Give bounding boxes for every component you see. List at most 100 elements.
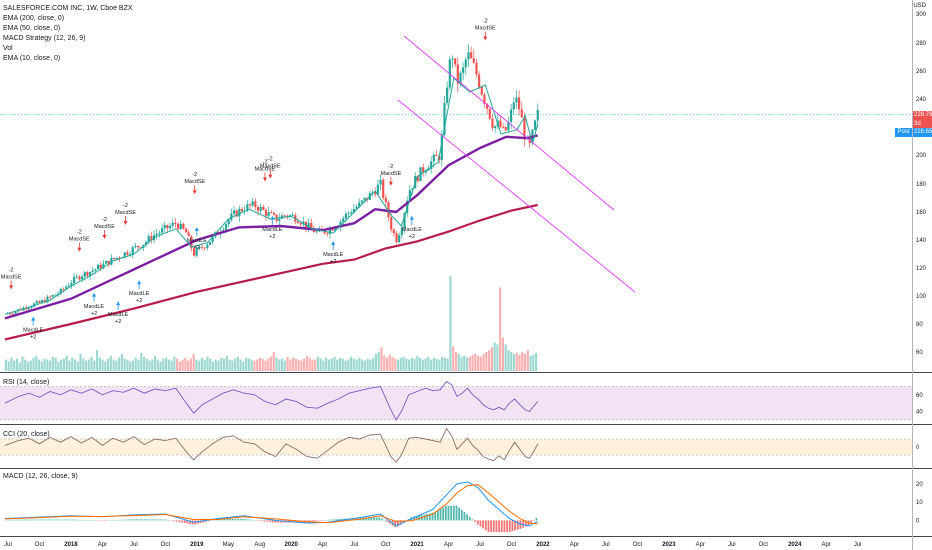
rsi-tick-label: 40 bbox=[916, 410, 923, 416]
macd-histogram-bar bbox=[226, 518, 229, 521]
time-tick-label: Aug bbox=[254, 542, 265, 548]
time-tick-label: 2023 bbox=[662, 542, 676, 548]
volume-bar bbox=[499, 287, 502, 371]
short-signal-arrow bbox=[388, 181, 393, 186]
price-tick-label: 100 bbox=[916, 294, 927, 300]
rsi-pane-label[interactable]: RSI (14, close) bbox=[3, 379, 50, 386]
macd-histogram-bar bbox=[181, 520, 183, 523]
macd-histogram-bar bbox=[354, 518, 357, 521]
macd-histogram-bar bbox=[15, 519, 18, 521]
candle-body bbox=[94, 269, 97, 271]
macd-histogram-bar bbox=[71, 519, 74, 521]
candle-body bbox=[89, 271, 92, 276]
macd-histogram-bar bbox=[412, 516, 415, 521]
macd-histogram-bar bbox=[311, 520, 314, 522]
candle-body bbox=[512, 102, 515, 110]
macd-histogram-bar bbox=[426, 514, 429, 521]
macd-histogram-bar bbox=[495, 520, 498, 533]
cci-line bbox=[4, 427, 539, 463]
price-tick-label: 180 bbox=[916, 182, 927, 188]
volume-bar bbox=[441, 356, 444, 371]
macd-histogram-bar bbox=[378, 517, 381, 521]
post-market-tag: Post bbox=[895, 128, 912, 137]
volume-bar bbox=[269, 356, 273, 371]
trend-channel-upper[interactable] bbox=[403, 35, 615, 211]
macd-histogram-bar bbox=[335, 519, 338, 521]
macd-histogram-bar bbox=[341, 518, 343, 521]
macd-histogram-bar bbox=[5, 519, 8, 521]
volume-bar bbox=[198, 360, 201, 371]
candle-body bbox=[278, 218, 281, 221]
macd-histogram-bar bbox=[482, 520, 485, 529]
candle-body bbox=[264, 209, 268, 216]
candle-body bbox=[296, 221, 300, 224]
volume-bar bbox=[501, 337, 505, 371]
legend-macd-strategy[interactable]: MACD Strategy (12, 26, 9) bbox=[3, 35, 86, 42]
volume-bar bbox=[73, 359, 77, 371]
volume-bar bbox=[21, 356, 24, 371]
volume-bar bbox=[474, 353, 477, 371]
volume-bar bbox=[107, 358, 110, 371]
candle-body bbox=[363, 197, 366, 201]
volume-bar bbox=[477, 355, 480, 371]
macd-histogram-bar bbox=[53, 519, 56, 521]
candle-body bbox=[382, 179, 385, 198]
candle-body bbox=[144, 241, 148, 245]
legend-volume[interactable]: Vol bbox=[3, 45, 13, 52]
long-signal-arrow bbox=[270, 215, 275, 220]
volume-bar bbox=[228, 359, 231, 371]
candle-body bbox=[35, 301, 38, 304]
trend-channel-lower[interactable] bbox=[397, 99, 636, 293]
volume-bar bbox=[358, 357, 361, 371]
candle-body bbox=[456, 64, 459, 84]
time-tick-label: Oct bbox=[633, 542, 643, 548]
candle-body bbox=[150, 236, 153, 241]
volume-bar bbox=[118, 357, 121, 371]
macd-histogram-bar bbox=[338, 519, 341, 521]
volume-bar bbox=[26, 361, 30, 371]
volume-bar bbox=[479, 356, 482, 371]
candle-body bbox=[430, 161, 433, 169]
macd-pane-label[interactable]: MACD (12, 26, close, 9) bbox=[3, 473, 78, 480]
legend-ema-10[interactable]: EMA (10, close, 0) bbox=[3, 55, 61, 62]
macd-histogram-bar bbox=[234, 518, 237, 521]
time-tick-label: 2018 bbox=[64, 542, 78, 548]
candle-body bbox=[11, 313, 14, 315]
candle-body bbox=[517, 97, 521, 110]
candle-body bbox=[171, 222, 174, 226]
candle-body bbox=[174, 222, 177, 224]
ema-200-line bbox=[4, 203, 538, 341]
volume-bar bbox=[523, 353, 527, 371]
signal-qty-label: -2 bbox=[388, 164, 393, 170]
volume-bar bbox=[4, 359, 8, 371]
volume-bar bbox=[512, 353, 516, 371]
macd-histogram-bar bbox=[279, 520, 282, 523]
candle-body bbox=[41, 300, 44, 303]
cci-pane-label[interactable]: CCI (20, close) bbox=[3, 431, 50, 438]
candle-body bbox=[376, 184, 379, 195]
volume-bar bbox=[316, 356, 320, 371]
long-signal-arrow bbox=[331, 241, 336, 245]
volume-bar bbox=[209, 358, 212, 371]
short-signal-arrow bbox=[263, 177, 268, 182]
macd-histogram-bar bbox=[524, 520, 527, 527]
macd-histogram-bar bbox=[484, 520, 487, 531]
volume-bar bbox=[93, 360, 96, 371]
signal-name-label: MacdSE bbox=[115, 210, 136, 216]
macd-histogram-bar bbox=[146, 519, 149, 521]
candle-body bbox=[342, 218, 345, 222]
volume-bar bbox=[294, 358, 297, 371]
volume-bar bbox=[258, 357, 262, 371]
volume-bar bbox=[79, 353, 82, 371]
legend-ema-200[interactable]: EMA (200, close, 0) bbox=[3, 15, 65, 22]
candle-body bbox=[163, 225, 166, 229]
candle-body bbox=[387, 202, 390, 218]
legend-ema-50[interactable]: EMA (50, close, 0) bbox=[3, 25, 61, 32]
candle-body bbox=[75, 276, 78, 278]
candle-body bbox=[454, 58, 457, 65]
macd-histogram-bar bbox=[10, 519, 13, 521]
short-signal-arrow bbox=[483, 36, 488, 41]
time-tick-label: Apr bbox=[318, 542, 327, 548]
volume-bar bbox=[443, 357, 447, 371]
